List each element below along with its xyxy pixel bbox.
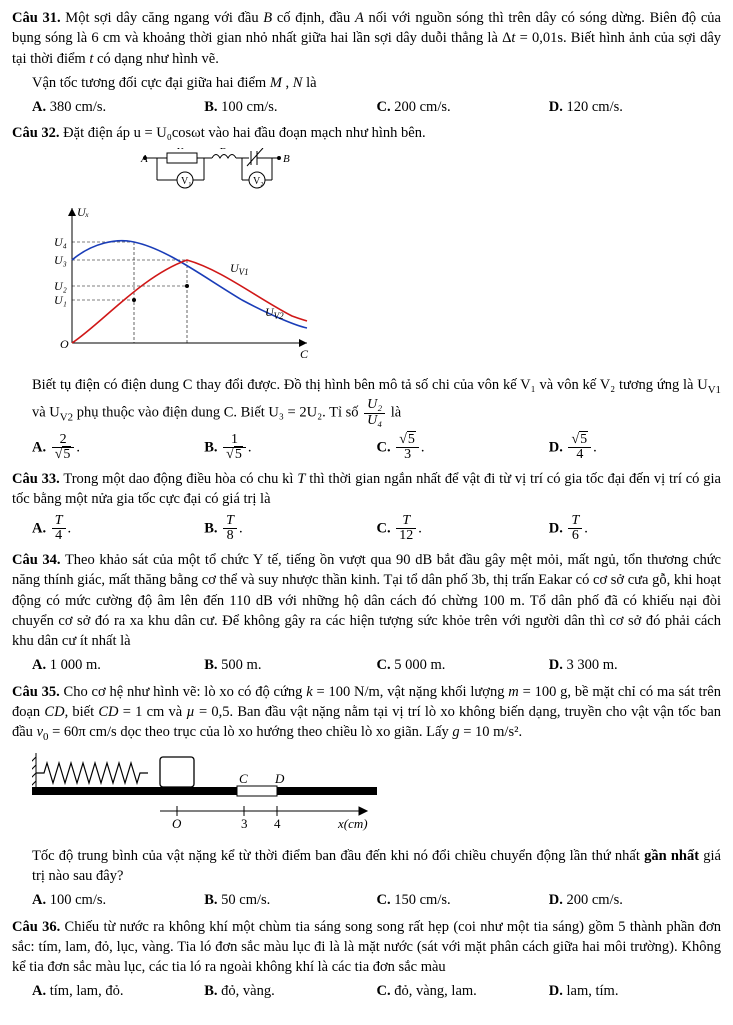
question-32: Câu 32. Đặt điện áp u = U₀cosωt vào hai … bbox=[12, 123, 721, 462]
q33-choice-d: D. T6. bbox=[549, 514, 721, 544]
q35-subtext: Tốc độ trung bình của vật nặng kể từ thờ… bbox=[32, 846, 721, 887]
q34-text: Câu 34. Theo khảo sát của một tổ chức Y … bbox=[12, 550, 721, 651]
q34-choices: A. 1 000 m. B. 500 m. C. 5 000 m. D. 3 3… bbox=[12, 655, 721, 675]
svg-text:O: O bbox=[172, 816, 182, 831]
question-35: Câu 35. Cho cơ hệ như hình vẽ: lò xo có … bbox=[12, 682, 721, 911]
q35-choice-d: D. 200 cm/s. bbox=[549, 890, 721, 910]
q34-choice-d: D. 3 300 m. bbox=[549, 655, 721, 675]
question-33: Câu 33. Trong một dao động điều hòa có c… bbox=[12, 469, 721, 544]
q35-choice-c: C. 150 cm/s. bbox=[377, 890, 549, 910]
svg-text:C: C bbox=[251, 148, 259, 150]
q32-choice-b: B. 15. bbox=[204, 433, 376, 463]
q32-text: Câu 32. Đặt điện áp u = U₀cosωt vào hai … bbox=[12, 123, 721, 143]
q31-choice-c: C. 200 cm/s. bbox=[377, 97, 549, 117]
q33-choice-b: B. T8. bbox=[204, 514, 376, 544]
svg-text:UV1: UV1 bbox=[230, 261, 249, 277]
svg-text:B: B bbox=[283, 153, 290, 165]
svg-text:Uₓ: Uₓ bbox=[77, 205, 89, 219]
q35-choices: A. 100 cm/s. B. 50 cm/s. C. 150 cm/s. D.… bbox=[12, 890, 721, 910]
q32-choice-a: A. 25. bbox=[32, 433, 204, 463]
q36-choice-d: D. lam, tím. bbox=[549, 981, 721, 1001]
q35-svg: C D O 3 4 x(cm) bbox=[32, 753, 392, 831]
q31-number: Câu 31. bbox=[12, 10, 61, 26]
q35-text: Câu 35. Cho cơ hệ như hình vẽ: lò xo có … bbox=[12, 682, 721, 746]
q31-choice-d: D. 120 cm/s. bbox=[549, 97, 721, 117]
q36-text: Câu 36. Chiếu từ nước ra không khí một c… bbox=[12, 917, 721, 978]
q34-choice-b: B. 500 m. bbox=[204, 655, 376, 675]
svg-text:U₁: U₁ bbox=[54, 293, 67, 307]
svg-text:R: R bbox=[176, 148, 184, 152]
question-36: Câu 36. Chiếu từ nước ra không khí một c… bbox=[12, 917, 721, 1002]
q31-text: Câu 31. Một sợi dây căng ngang với đầu B… bbox=[12, 8, 721, 69]
q35-figure: C D O 3 4 x(cm) bbox=[32, 753, 721, 837]
svg-text:C: C bbox=[239, 771, 248, 786]
svg-text:O: O bbox=[60, 337, 69, 351]
question-31: Câu 31. Một sợi dây căng ngang với đầu B… bbox=[12, 8, 721, 117]
svg-text:UV2: UV2 bbox=[265, 305, 284, 321]
q31-choice-b: B. 100 cm/s. bbox=[204, 97, 376, 117]
q36-choice-b: B. đỏ, vàng. bbox=[204, 981, 376, 1001]
q32-choice-d: D. 54. bbox=[549, 433, 721, 463]
q33-number: Câu 33. bbox=[12, 471, 60, 487]
q33-choice-a: A. T4. bbox=[32, 514, 204, 544]
svg-text:3: 3 bbox=[241, 816, 248, 831]
q32-svg: A R L C B bbox=[52, 148, 332, 363]
svg-text:U₄: U₄ bbox=[54, 235, 67, 249]
svg-text:V₁: V₁ bbox=[181, 176, 192, 187]
q32-choice-c: C. 53. bbox=[377, 433, 549, 463]
q31-choices: A. 380 cm/s. B. 100 cm/s. C. 200 cm/s. D… bbox=[12, 97, 721, 117]
svg-text:U₂: U₂ bbox=[54, 279, 67, 293]
svg-text:V₂: V₂ bbox=[253, 176, 264, 187]
q32-choices: A. 25. B. 15. C. 53. D. 54. bbox=[12, 433, 721, 463]
q34-number: Câu 34. bbox=[12, 552, 61, 568]
q31-choice-a: A. 380 cm/s. bbox=[32, 97, 204, 117]
question-34: Câu 34. Theo khảo sát của một tổ chức Y … bbox=[12, 550, 721, 676]
svg-text:D: D bbox=[274, 771, 285, 786]
q32-number: Câu 32. bbox=[12, 125, 60, 141]
q36-number: Câu 36. bbox=[12, 919, 60, 935]
q34-choice-c: C. 5 000 m. bbox=[377, 655, 549, 675]
q32-figure: A R L C B bbox=[52, 148, 721, 369]
q34-choice-a: A. 1 000 m. bbox=[32, 655, 204, 675]
q36-choice-a: A. tím, lam, đỏ. bbox=[32, 981, 204, 1001]
q35-number: Câu 35. bbox=[12, 684, 60, 700]
q33-text: Câu 33. Trong một dao động điều hòa có c… bbox=[12, 469, 721, 510]
q33-choice-c: C. T12. bbox=[377, 514, 549, 544]
q35-choice-a: A. 100 cm/s. bbox=[32, 890, 204, 910]
svg-text:U₃: U₃ bbox=[54, 253, 67, 267]
svg-text:4: 4 bbox=[274, 816, 281, 831]
svg-text:x(cm): x(cm) bbox=[337, 816, 368, 831]
q36-choices: A. tím, lam, đỏ. B. đỏ, vàng. C. đỏ, vàn… bbox=[12, 981, 721, 1001]
q33-choices: A. T4. B. T8. C. T12. D. T6. bbox=[12, 514, 721, 544]
q32-after: Biết tụ điện có điện dung C thay đổi đượ… bbox=[32, 375, 721, 428]
q36-choice-c: C. đỏ, vàng, lam. bbox=[377, 981, 549, 1001]
q35-choice-b: B. 50 cm/s. bbox=[204, 890, 376, 910]
svg-text:C: C bbox=[300, 347, 309, 361]
q31-subtext: Vận tốc tương đối cực đại giữa hai điểm … bbox=[32, 73, 721, 93]
svg-text:L: L bbox=[219, 148, 226, 152]
